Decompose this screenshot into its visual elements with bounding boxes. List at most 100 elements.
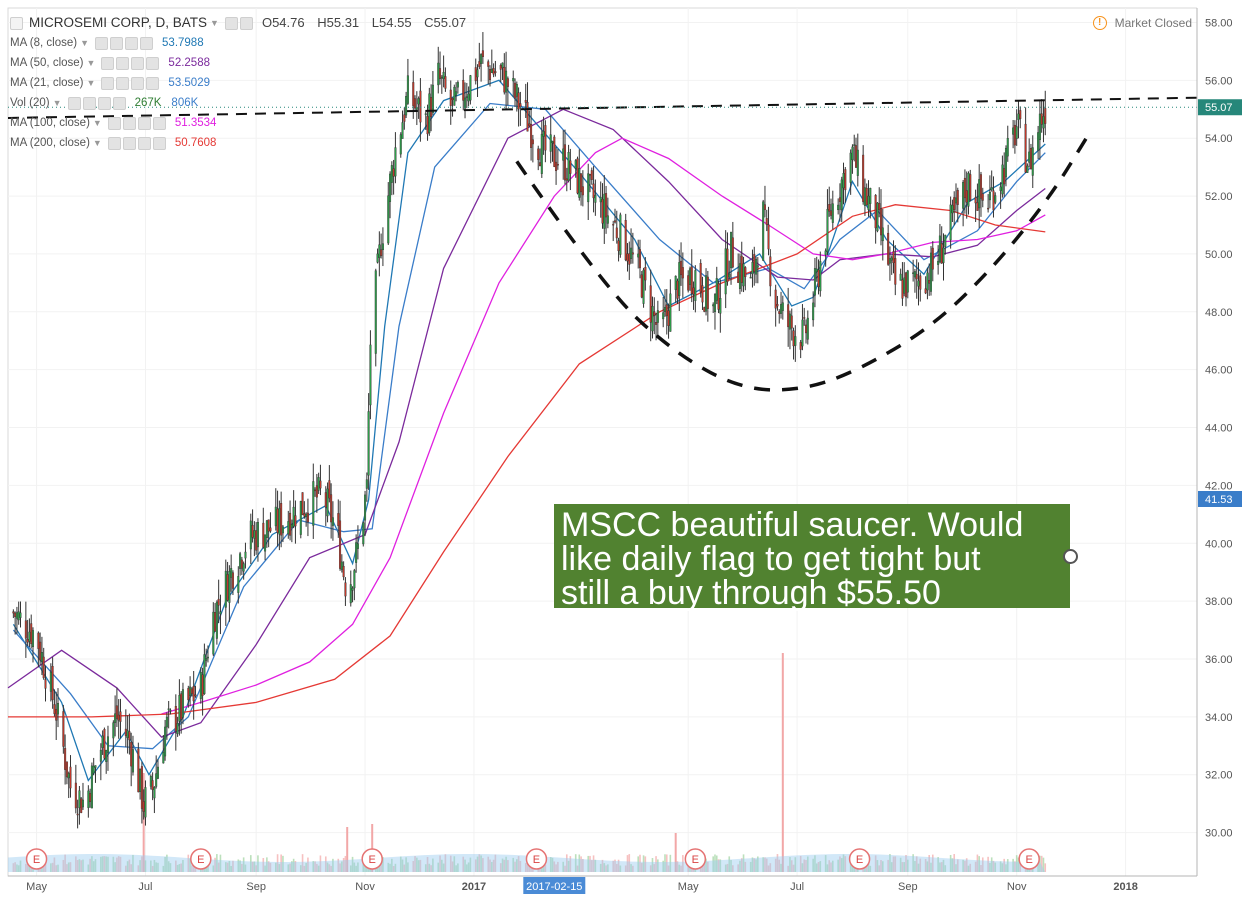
volume-bar	[680, 865, 682, 872]
candle-body	[713, 294, 716, 313]
chevron-down-icon[interactable]: ▼	[52, 98, 62, 108]
volume-bar	[187, 854, 190, 872]
add-icon[interactable]	[137, 136, 151, 150]
volume-bar	[828, 860, 831, 872]
chevron-down-icon[interactable]: ▼	[86, 58, 96, 68]
visibility-icon[interactable]	[239, 16, 253, 30]
settings-icon[interactable]	[122, 116, 136, 130]
indicator-row[interactable]: Vol (20) ▼ 267K 806K	[10, 93, 475, 113]
visibility-icon[interactable]	[95, 36, 109, 50]
chevron-down-icon[interactable]: ▼	[86, 78, 96, 88]
volume-bar	[467, 862, 470, 872]
indicator-value: 53.5029	[168, 77, 210, 89]
volume-bar	[155, 862, 157, 872]
candle-body	[330, 494, 333, 523]
indicator-controls[interactable]	[67, 96, 126, 110]
ma-line	[161, 137, 1046, 715]
close-icon[interactable]	[152, 116, 166, 130]
y-tick-label: 34.00	[1205, 712, 1233, 724]
candle-body	[524, 100, 527, 103]
candle-body	[215, 601, 218, 639]
volume-bar	[605, 865, 607, 872]
visibility-icon[interactable]	[101, 76, 115, 90]
candle-body	[149, 775, 152, 787]
volume-bar	[555, 864, 557, 872]
series-controls[interactable]	[224, 16, 253, 30]
earnings-marker-label: E	[692, 854, 699, 866]
close-icon[interactable]	[146, 76, 160, 90]
candle-body	[899, 273, 902, 281]
annotation-text-box[interactable]: MSCC beautiful saucer. Would like daily …	[554, 504, 1070, 610]
volume-bar	[419, 859, 422, 872]
indicator-row[interactable]: MA (50, close) ▼ 52.2588	[10, 53, 475, 73]
candle-body	[369, 344, 372, 406]
close-icon[interactable]	[146, 56, 160, 70]
settings-icon[interactable]	[116, 56, 130, 70]
visibility-icon[interactable]	[107, 136, 121, 150]
volume-bar	[1037, 862, 1039, 872]
indicator-row[interactable]: MA (21, close) ▼ 53.5029	[10, 73, 475, 93]
volume-bar	[394, 863, 397, 872]
volume-bar	[607, 864, 609, 872]
candle-body	[915, 273, 918, 280]
symbol-title[interactable]: MICROSEMI CORP, D, BATS	[29, 15, 208, 30]
candle-body	[619, 214, 622, 255]
candle-body	[953, 197, 956, 210]
candle-body	[449, 89, 452, 106]
add-icon[interactable]	[131, 56, 145, 70]
indicator-controls[interactable]	[107, 136, 166, 150]
candle-body	[678, 262, 681, 297]
settings-icon[interactable]	[122, 136, 136, 150]
indicator-controls[interactable]	[101, 56, 160, 70]
indicator-row[interactable]: MA (100, close) ▼ 51.3534	[10, 113, 475, 133]
volume-bar	[357, 862, 359, 872]
market-status[interactable]: ! Market Closed	[1092, 16, 1192, 30]
settings-icon[interactable]	[116, 76, 130, 90]
volume-bar	[407, 862, 409, 872]
add-icon[interactable]	[97, 96, 111, 110]
visibility-icon[interactable]	[101, 56, 115, 70]
settings-icon[interactable]	[82, 96, 96, 110]
annotation-resize-handle[interactable]	[1063, 549, 1078, 564]
candle-body	[1024, 123, 1027, 173]
collapse-icon[interactable]	[10, 16, 23, 30]
candle-body	[574, 160, 577, 169]
settings-icon[interactable]	[110, 36, 124, 50]
add-icon[interactable]	[125, 36, 139, 50]
add-icon[interactable]	[131, 76, 145, 90]
indicator-controls[interactable]	[107, 116, 166, 130]
close-icon[interactable]	[140, 36, 154, 50]
indicator-name: MA (200, close)	[10, 137, 90, 149]
volume-bar	[926, 861, 929, 872]
volume-bar	[594, 859, 597, 872]
close-icon[interactable]	[152, 136, 166, 150]
earnings-marker	[684, 848, 707, 870]
candle-body	[874, 195, 877, 229]
candle-body	[988, 191, 991, 201]
volume-bar	[349, 865, 352, 872]
indicator-controls[interactable]	[101, 76, 160, 90]
settings-icon[interactable]	[224, 16, 238, 30]
close-icon[interactable]	[112, 96, 126, 110]
candle-body	[844, 169, 847, 191]
candle-body	[412, 82, 415, 107]
indicator-controls[interactable]	[95, 36, 154, 50]
add-icon[interactable]	[137, 116, 151, 130]
visibility-icon[interactable]	[67, 96, 81, 110]
volume-bar	[125, 865, 127, 872]
candle-body	[880, 208, 883, 236]
chevron-down-icon[interactable]: ▼	[92, 118, 102, 128]
visibility-icon[interactable]	[107, 116, 121, 130]
chevron-down-icon[interactable]: ▼	[92, 138, 102, 148]
volume-bar	[226, 862, 229, 872]
chevron-down-icon[interactable]: ▼	[210, 18, 219, 28]
volume-bar	[476, 856, 479, 872]
candle-body	[494, 71, 497, 74]
chevron-down-icon[interactable]: ▼	[80, 38, 90, 48]
candle-body	[276, 508, 279, 533]
candle-body	[774, 289, 777, 309]
indicator-row[interactable]: MA (200, close) ▼ 50.7608	[10, 133, 475, 153]
indicator-row[interactable]: MA (8, close) ▼ 53.7988	[10, 33, 475, 53]
